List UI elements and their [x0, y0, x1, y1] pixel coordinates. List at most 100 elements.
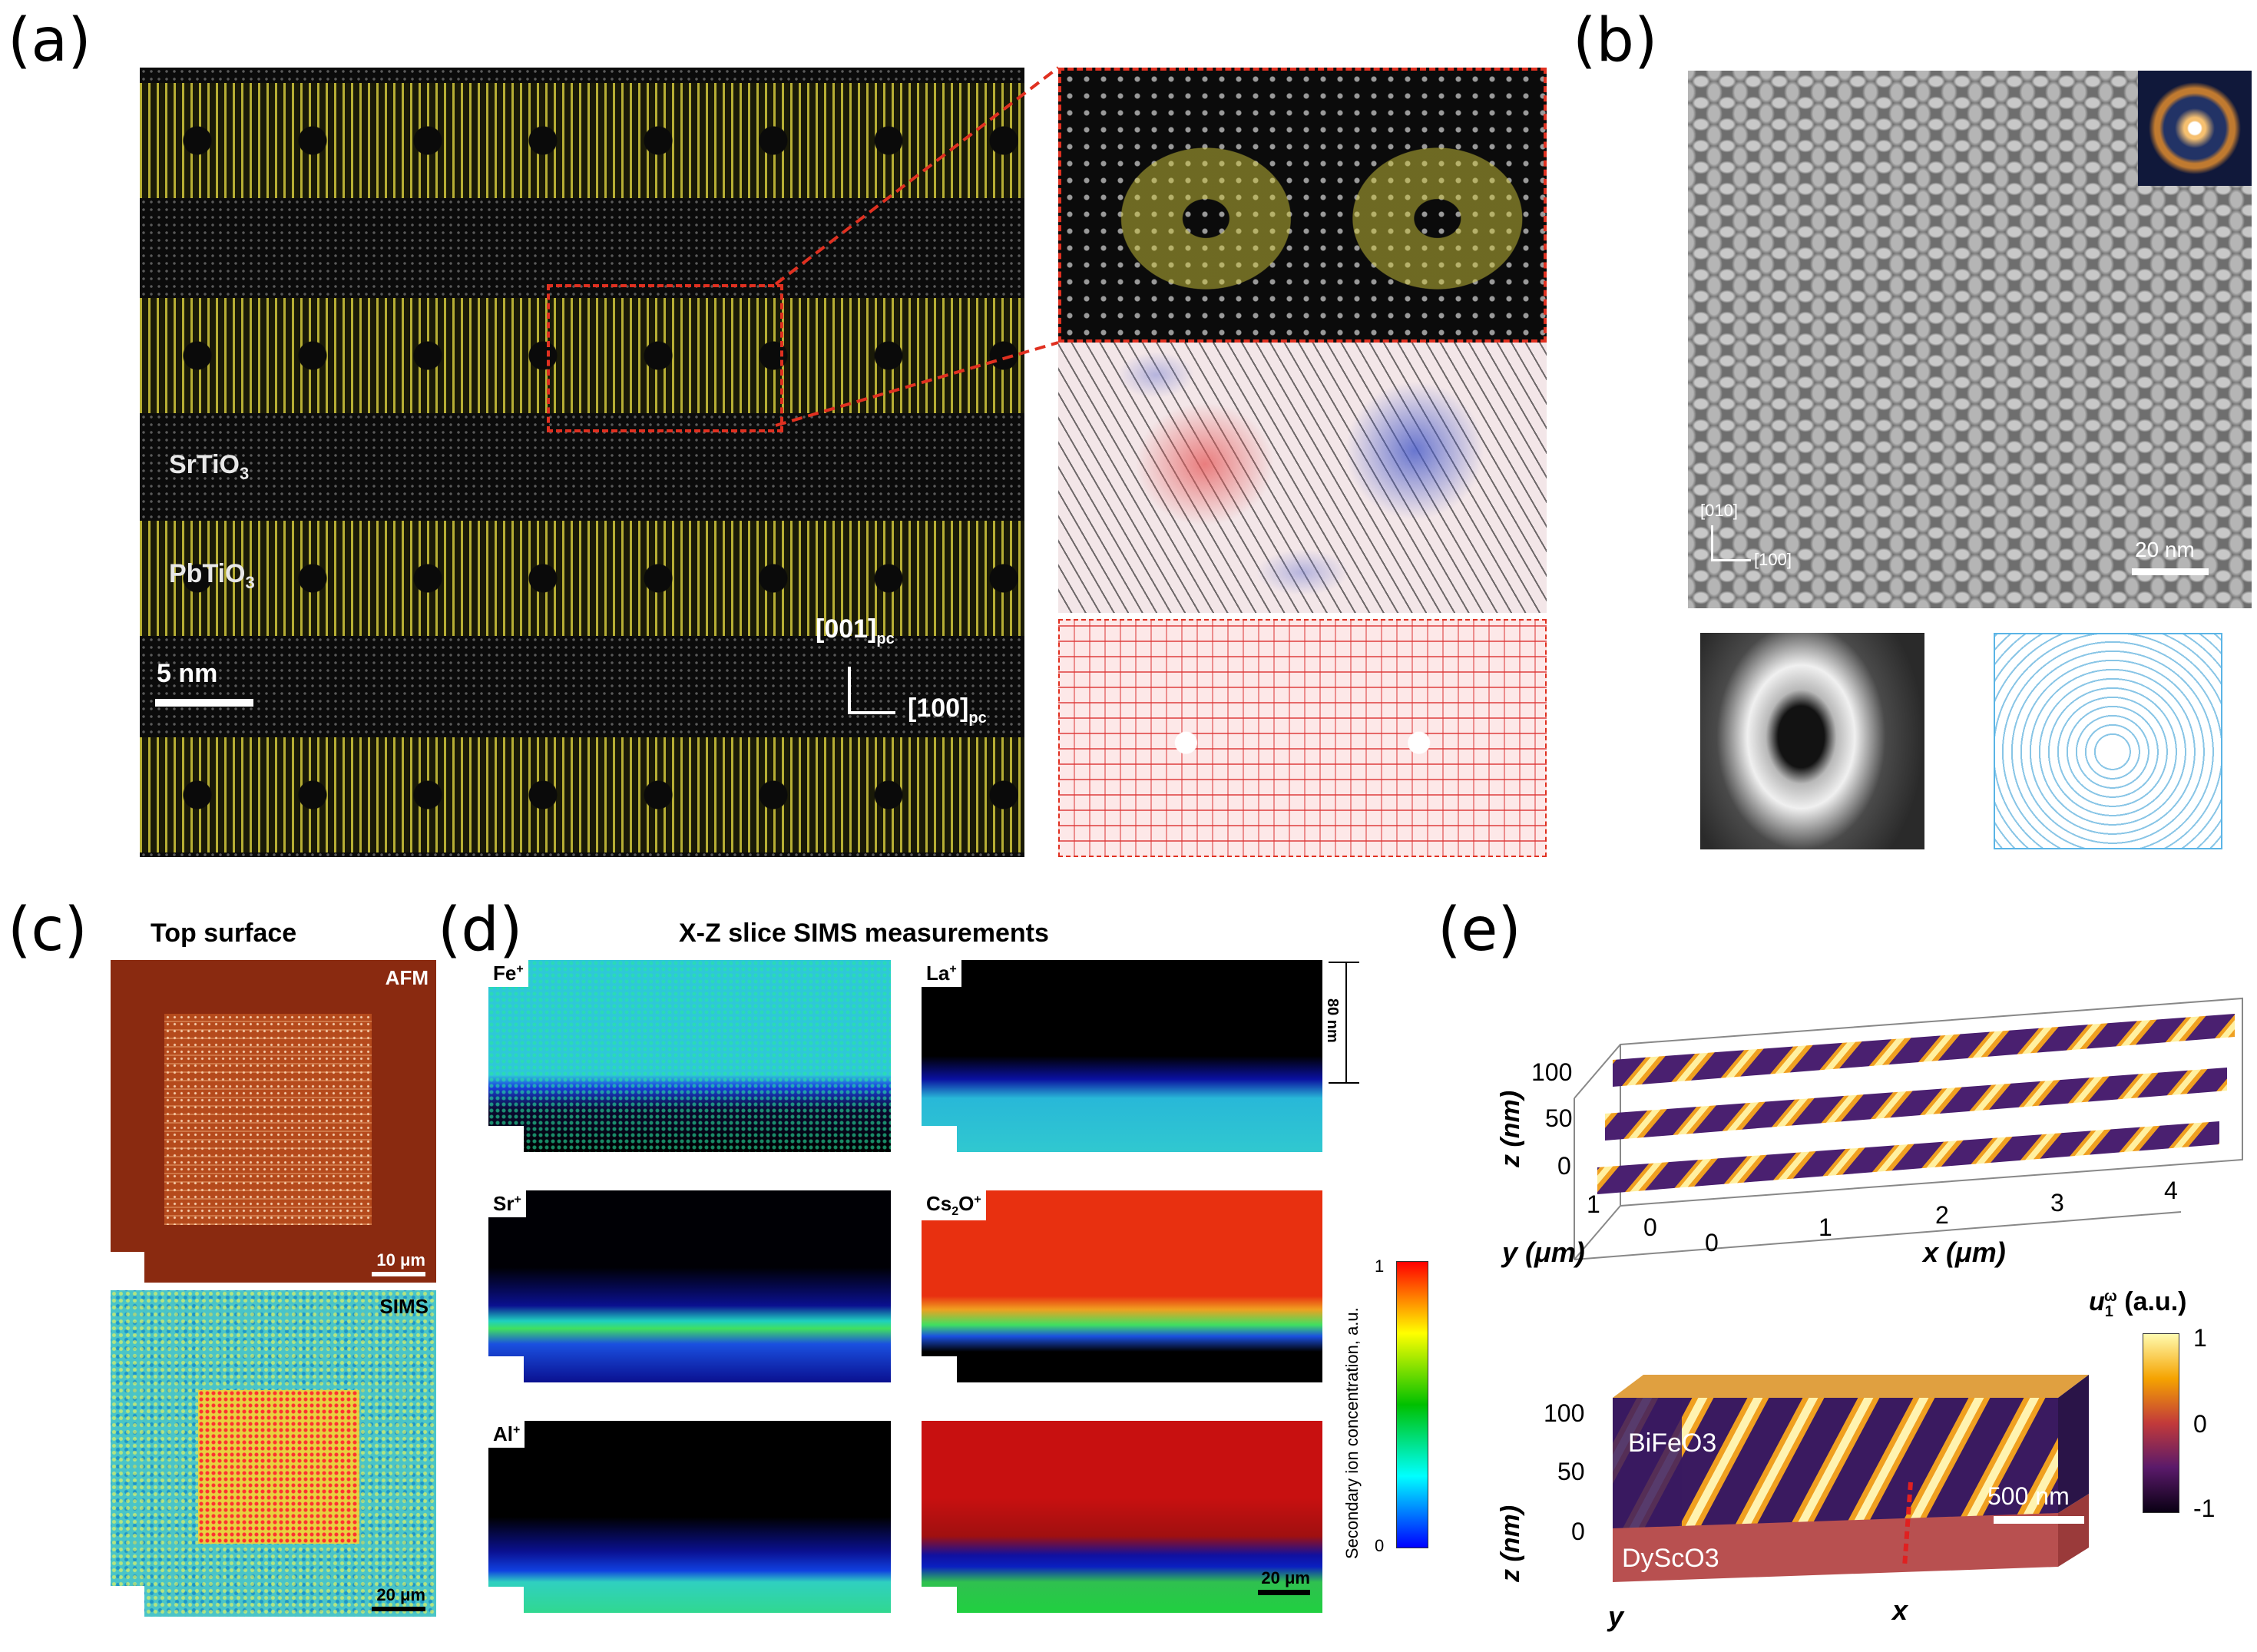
vortex-row	[140, 83, 1024, 198]
depth-line	[1345, 962, 1347, 1082]
sims-scale-label: 20 μm	[376, 1585, 425, 1604]
panel-d-colorbar-title: Secondary ion concentration, a.u.	[1342, 1307, 1362, 1559]
panel-e-bottom-3d	[1613, 1375, 2089, 1582]
axis-010-label: [010]	[1700, 501, 1738, 520]
composite-scale-label: 20 μm	[1261, 1568, 1310, 1587]
red-dashed-marker	[1902, 1482, 1913, 1568]
axis-100-arrow	[1711, 559, 1751, 561]
pbtio3-text: PbTiO	[169, 559, 246, 588]
sims-map-cs2o: Cs2O+	[922, 1190, 1322, 1382]
panel-e-colorbar-title: u1ω (a.u.)	[2089, 1287, 2186, 1321]
bifeo3-label: BiFeO3	[1628, 1429, 1716, 1458]
slice-z100	[1613, 1014, 2235, 1087]
sr-ion-label: Sr+	[488, 1190, 526, 1217]
al-corner-notch	[488, 1587, 524, 1613]
srtio3-label: SrTiO3	[169, 450, 249, 484]
fe-ion-sup: +	[516, 962, 524, 976]
vortex-row	[140, 298, 1024, 413]
block-dark-left	[1613, 1398, 1682, 1528]
axis-100-sub: pc	[968, 709, 987, 727]
sr-ion-text: Sr	[493, 1192, 515, 1215]
colorbar-e-title-sub: 1	[2104, 1303, 2113, 1320]
vortex-row	[140, 521, 1024, 636]
bottom-z-tick-100: 100	[1544, 1399, 1585, 1427]
vortex-row	[140, 737, 1024, 852]
fft-inset	[2138, 71, 2252, 186]
sims-map-composite: 20 μm	[922, 1421, 1322, 1613]
zoom-box	[547, 284, 783, 432]
panel-a-label: (a)	[8, 6, 91, 75]
la-ion-sup: +	[949, 962, 957, 976]
sr-corner-notch	[488, 1356, 524, 1382]
axis-100-text: [100]	[908, 694, 969, 723]
composite-scale-bar	[1258, 1590, 1310, 1595]
fe-corner-notch	[488, 1126, 524, 1152]
axis-010-arrow	[1711, 525, 1713, 561]
top-y-tick-1: 1	[1587, 1190, 1600, 1218]
depth-label: 80 nm	[1324, 998, 1341, 1043]
panel-d-colorbar	[1396, 1261, 1428, 1548]
panel-d-label: (d)	[438, 896, 523, 965]
srtio3-text: SrTiO	[169, 450, 240, 479]
substrate-side	[2058, 1494, 2089, 1567]
axis-horizontal-arrow	[848, 711, 895, 714]
zoom-connector-top	[774, 66, 1060, 286]
fe-ion-label: Fe+	[488, 960, 528, 987]
panel-a-stem-image: SrTiO3 PbTiO3 5 nm [001]pc [100]pc	[140, 68, 1024, 857]
top-x-tick-0: 0	[1705, 1229, 1719, 1256]
colorbar-e-title-text: u	[2089, 1287, 2105, 1316]
top-z-tick-50: 50	[1545, 1104, 1573, 1132]
fe-ion-text: Fe	[493, 962, 517, 985]
lattice-background	[140, 68, 1024, 857]
al-ion-text: Al	[493, 1422, 513, 1445]
bottom-z-axis-label: z (nm)	[1496, 1505, 1525, 1582]
cs2o-ion-text-2: O	[958, 1192, 975, 1215]
depth-bracket	[1329, 962, 1359, 1084]
cs2o-ion-label: Cs2O+	[922, 1190, 986, 1221]
bifeo3-text: BiFeO	[1628, 1429, 1703, 1458]
la-ion-label: La+	[922, 960, 961, 987]
panel-b-scale-bar	[2132, 568, 2209, 575]
panel-b-label: (b)	[1573, 6, 1658, 75]
panel-e-scale-label: 500 nm	[1987, 1482, 2070, 1510]
bottom-z-tick-0: 0	[1571, 1518, 1585, 1545]
al-ion-sup: +	[513, 1423, 521, 1437]
cs2o-ion-sub: 2	[951, 1205, 959, 1219]
pbtio3-sub: 3	[245, 572, 255, 592]
sims-scale-bar	[372, 1607, 425, 1611]
panel-e-colorbar	[2143, 1333, 2179, 1513]
block-top-face	[1613, 1375, 2089, 1398]
top-z-tick-0: 0	[1557, 1152, 1571, 1180]
bottom-x-axis-label: x	[1892, 1594, 1908, 1626]
panel-e-colorbar-max: 1	[2193, 1324, 2207, 1352]
block-front-face	[1613, 1398, 2058, 1528]
slice-z0	[1597, 1121, 2219, 1194]
polarization-map-inset	[1058, 343, 1547, 613]
top-x-tick-2: 2	[1935, 1201, 1949, 1229]
afm-scale-bar	[372, 1272, 425, 1276]
pbtio3-label: PbTiO3	[169, 559, 255, 593]
afm-corner-notch	[111, 1252, 144, 1283]
composite-corner-notch	[922, 1587, 957, 1613]
sims-map-la: La+	[922, 960, 1322, 1152]
top-x-tick-1: 1	[1819, 1213, 1832, 1241]
top-y-axis-label: y (μm)	[1502, 1237, 1585, 1268]
panel-d-title: X-Z slice SIMS measurements	[679, 919, 1049, 948]
colorbar-e-title-sup: ω	[2103, 1287, 2117, 1305]
top-3d-frame	[1620, 997, 2243, 1207]
al-ion-label: Al+	[488, 1421, 525, 1448]
srtio3-sub: 3	[239, 463, 250, 483]
la-corner-notch	[922, 1126, 957, 1152]
sr-ion-sup: +	[514, 1193, 521, 1207]
afm-scale-label: 10 μm	[376, 1250, 425, 1270]
cs2o-corner-notch	[922, 1356, 957, 1382]
afm-patterned-square	[164, 1014, 372, 1225]
panel-c-label: (c)	[8, 896, 88, 965]
simulation-vector-inset	[1058, 619, 1547, 857]
panel-e-colorbar-min: -1	[2193, 1495, 2216, 1522]
bifeo3-sub: 3	[1702, 1429, 1717, 1458]
fe-noise	[488, 960, 891, 1152]
block-side-face	[2058, 1375, 2089, 1513]
sims-top-image: SIMS 20 μm	[111, 1290, 436, 1617]
